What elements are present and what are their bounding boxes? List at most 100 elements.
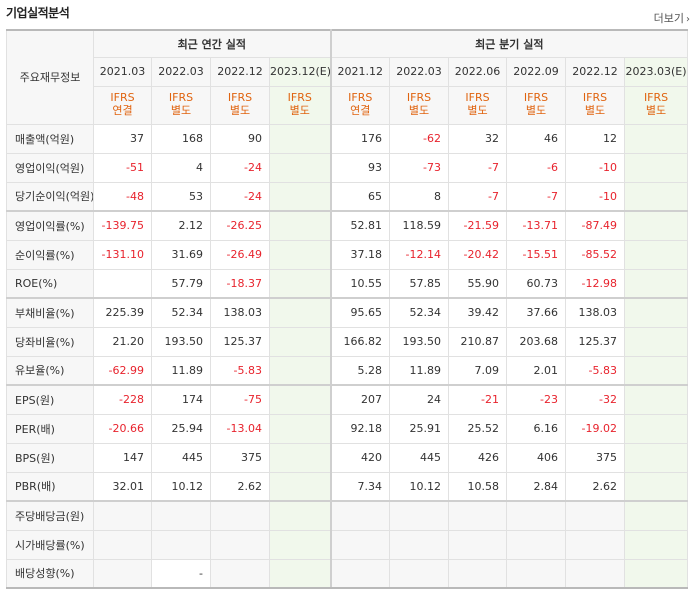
value-cell: -12.14	[389, 239, 450, 270]
ifrs-basis-header: IFRS 별도	[268, 85, 332, 125]
value-cell	[268, 500, 332, 531]
ifrs-label: IFRS	[643, 91, 669, 105]
value-cell: -13.04	[210, 413, 270, 444]
value-cell: 4	[151, 152, 211, 183]
consolidation-label: 별도	[170, 104, 192, 117]
value-cell: -32	[565, 384, 626, 415]
row-label: 영업이익률(%)	[6, 210, 94, 241]
value-cell: -7	[448, 152, 508, 183]
value-cell	[624, 355, 689, 386]
value-cell: 65	[329, 181, 391, 212]
value-cell: 203.68	[506, 326, 567, 357]
ifrs-label: IFRS	[582, 91, 608, 105]
chevron-right-icon: ›	[686, 14, 690, 25]
value-cell: -51	[93, 152, 152, 183]
ifrs-label: IFRS	[287, 91, 312, 105]
period-header: 2023.03(E)	[624, 56, 689, 87]
table-row: 주당배당금(원)	[6, 500, 689, 531]
value-cell: 176	[329, 123, 391, 154]
value-cell	[624, 123, 689, 154]
value-cell: -5.83	[210, 355, 270, 386]
more-link[interactable]: 더보기 ›	[654, 10, 690, 26]
value-cell: 193.50	[151, 326, 211, 357]
section-title: 기업실적분석	[6, 6, 70, 20]
table-row: 영업이익(억원) -51 4 -24 93 -73 -7 -6 -10	[6, 152, 689, 183]
value-cell	[389, 500, 450, 531]
period-header: 2022.09	[506, 56, 567, 87]
value-cell	[565, 529, 626, 560]
value-cell: -228	[93, 384, 152, 415]
value-cell: 10.58	[448, 471, 508, 502]
value-cell: -87.49	[565, 210, 626, 241]
value-cell	[624, 529, 689, 560]
value-cell: 37.66	[506, 297, 567, 328]
value-cell: 406	[506, 442, 567, 473]
value-cell: 168	[151, 123, 211, 154]
row-label: 순이익률(%)	[6, 239, 94, 270]
ifrs-basis-header: IFRS 별도	[448, 85, 508, 125]
value-cell	[624, 558, 689, 589]
value-cell: 60.73	[506, 268, 567, 299]
table-row: 매출액(억원) 37 168 90 176 -62 32 46 12	[6, 123, 689, 154]
value-cell: 95.65	[329, 297, 391, 328]
value-cell: 90	[210, 123, 270, 154]
value-cell	[151, 529, 211, 560]
value-cell: -26.25	[210, 210, 270, 241]
value-cell: 174	[151, 384, 211, 415]
value-cell: 10.55	[329, 268, 391, 299]
value-cell	[448, 500, 508, 531]
value-cell	[448, 558, 508, 589]
value-cell: 125.37	[565, 326, 626, 357]
value-cell: 7.09	[448, 355, 508, 386]
period-header: 2023.12(E)	[268, 56, 332, 87]
value-cell: 32	[448, 123, 508, 154]
value-cell: -18.37	[210, 268, 270, 299]
value-cell: 52.81	[329, 210, 391, 241]
value-cell: 57.79	[151, 268, 211, 299]
row-label: 유보율(%)	[6, 355, 94, 386]
value-cell	[268, 471, 332, 502]
table-row: EPS(원) -228 174 -75 207 24 -21 -23 -32	[6, 384, 689, 415]
row-label: BPS(원)	[6, 442, 94, 473]
row-label: 배당성향(%)	[6, 558, 94, 589]
value-cell	[93, 558, 152, 589]
value-cell: -24	[210, 181, 270, 212]
value-cell: 2.62	[565, 471, 626, 502]
row-label: 영업이익(억원)	[6, 152, 94, 183]
value-cell: 2.01	[506, 355, 567, 386]
value-cell: 166.82	[329, 326, 391, 357]
value-cell: 2.62	[210, 471, 270, 502]
value-cell: 210.87	[448, 326, 508, 357]
value-cell	[624, 268, 689, 299]
value-cell	[506, 500, 567, 531]
value-cell: -7	[448, 181, 508, 212]
value-cell	[565, 500, 626, 531]
value-cell: -75	[210, 384, 270, 415]
value-cell: 32.01	[93, 471, 152, 502]
value-cell: -21	[448, 384, 508, 415]
period-header: 2021.12	[329, 56, 391, 87]
value-cell	[268, 268, 332, 299]
row-label: PBR(배)	[6, 471, 94, 502]
value-cell: -6	[506, 152, 567, 183]
row-label: 부채비율(%)	[6, 297, 94, 328]
row-label: 당기순이익(억원)	[6, 181, 94, 212]
value-cell	[624, 210, 689, 241]
annual-group-header: 최근 연간 실적	[92, 29, 332, 58]
value-cell	[268, 558, 332, 589]
value-cell: 7.34	[329, 471, 391, 502]
ifrs-label: IFRS	[110, 91, 135, 105]
value-cell: 93	[329, 152, 391, 183]
table-row: 당기순이익(억원) -48 53 -24 65 8 -7 -7 -10	[6, 181, 689, 212]
row-label-header: 주요재무정보	[6, 29, 94, 125]
value-cell: 24	[389, 384, 450, 415]
value-cell: 426	[448, 442, 508, 473]
value-cell	[329, 529, 391, 560]
value-cell	[624, 181, 689, 212]
value-cell	[624, 384, 689, 415]
value-cell	[93, 268, 152, 299]
row-label: ROE(%)	[6, 268, 94, 299]
value-cell: 5.28	[329, 355, 391, 386]
table-row: 당좌비율(%) 21.20 193.50 125.37 166.82 193.50 210.…	[6, 326, 689, 357]
value-cell	[268, 181, 332, 212]
